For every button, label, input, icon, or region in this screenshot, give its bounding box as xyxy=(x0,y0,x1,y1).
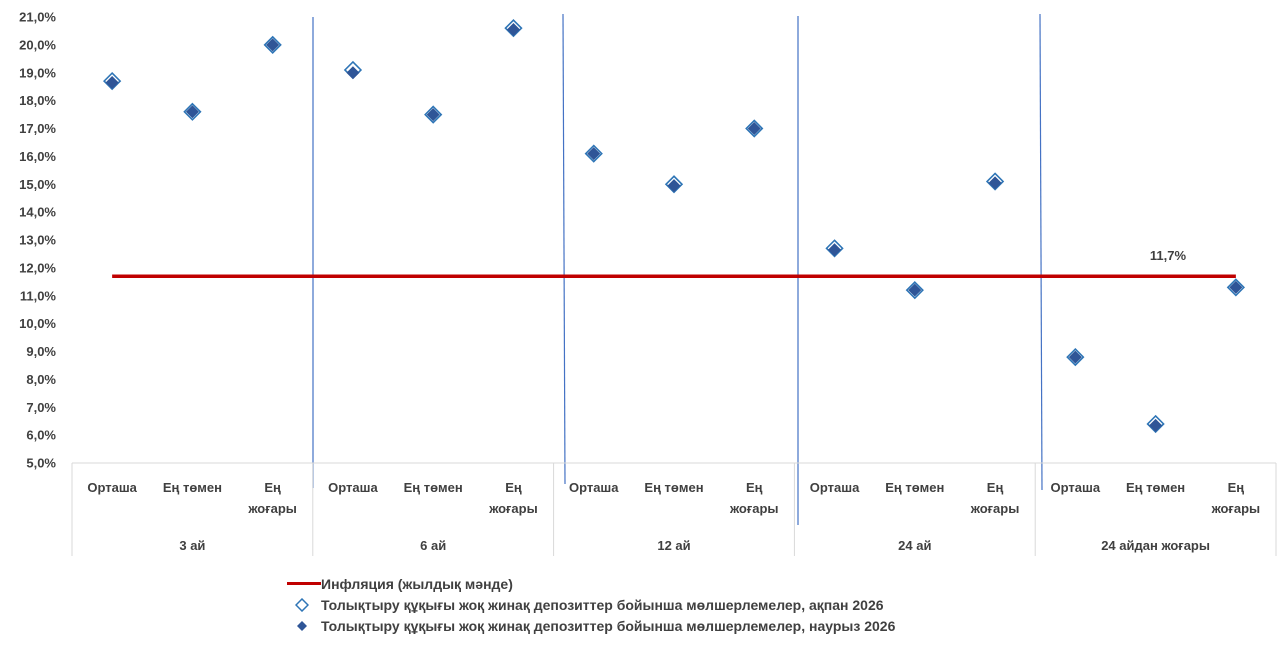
y-tick-label: 5,0% xyxy=(26,456,56,471)
legend-label-mar: Толықтыру құқығы жоқ жинақ депозиттер бо… xyxy=(321,617,896,634)
legend-label-feb: Толықтыру құқығы жоқ жинақ депозиттер бо… xyxy=(321,596,884,613)
category-label: Ең жоғары xyxy=(1211,480,1261,516)
category-label: Ең жоғары xyxy=(970,480,1020,516)
y-axis: 5,0% 6,0% 7,0% 8,0% 9,0% 10,0% 11,0% 12,0% 13,0%… xyxy=(19,10,56,471)
marker-mar-2026 xyxy=(908,283,922,297)
legend-item-feb: Толықтыру құқығы жоқ жинақ депозиттер бо… xyxy=(283,594,895,615)
y-tick-label: 9,0% xyxy=(26,344,56,359)
category-label: Орташа xyxy=(87,480,137,495)
marker-mar-2026 xyxy=(747,122,761,135)
inflation-data-label: 11,7% xyxy=(1150,248,1187,263)
category-label: Орташа xyxy=(328,480,378,495)
group-label: 12 ай xyxy=(657,538,690,553)
diamond-open-icon xyxy=(283,597,321,612)
legend-label-inflation: Инфляция (жылдық мәнде) xyxy=(321,575,513,592)
diamond-filled-icon xyxy=(283,619,321,633)
legend-item-mar: Толықтыру құқығы жоқ жинақ депозиттер бо… xyxy=(283,615,895,636)
marker-mar-2026 xyxy=(105,76,119,90)
group-separator-line xyxy=(1039,13,1043,491)
category-label: Ең жоғары xyxy=(247,480,297,516)
marker-mar-2026 xyxy=(1068,350,1082,364)
y-tick-label: 17,0% xyxy=(19,121,56,136)
group-label: 24 айдан жоғары xyxy=(1101,538,1210,553)
category-label: Ең төмен xyxy=(163,480,222,495)
inflation-line-group: 11,7% xyxy=(112,248,1236,278)
y-tick-label: 18,0% xyxy=(19,93,56,108)
category-label: Ең жоғары xyxy=(729,480,779,516)
category-label: Орташа xyxy=(569,480,619,495)
y-tick-label: 11,0% xyxy=(20,288,57,303)
marker-mar-2026 xyxy=(587,147,601,161)
marker-mar-2026 xyxy=(828,243,842,257)
y-tick-label: 16,0% xyxy=(19,149,56,164)
marker-mar-2026 xyxy=(346,66,360,80)
y-tick-label: 13,0% xyxy=(19,233,56,248)
x-axis: Орташа Ең төмен Ең жоғары 3 ай Орташа Ең төмен… xyxy=(71,462,1277,556)
marker-mar-2026 xyxy=(266,38,280,52)
category-label: Ең төмен xyxy=(404,480,463,495)
y-tick-label: 10,0% xyxy=(19,316,56,331)
group-separators xyxy=(312,13,1043,525)
y-tick-label: 15,0% xyxy=(19,177,56,192)
marker-mar-2026 xyxy=(988,176,1002,190)
y-tick-label: 12,0% xyxy=(19,260,56,275)
marker-mar-2026 xyxy=(1229,280,1243,294)
y-tick-label: 20,0% xyxy=(19,37,56,52)
marker-mar-2026 xyxy=(1149,418,1163,432)
legend: Инфляция (жылдық мәнде) Толықтыру құқығы… xyxy=(283,573,895,636)
group-label: 24 ай xyxy=(898,538,931,553)
group-separator-line xyxy=(562,13,566,485)
category-label: Орташа xyxy=(1051,480,1101,495)
group-label: 6 ай xyxy=(420,538,446,553)
category-label: Орташа xyxy=(810,480,860,495)
category-label: Ең жоғары xyxy=(488,480,538,516)
y-tick-label: 6,0% xyxy=(26,428,56,443)
markers xyxy=(103,19,1245,434)
y-tick-label: 19,0% xyxy=(19,65,56,80)
y-tick-label: 8,0% xyxy=(26,372,56,387)
category-label: Ең төмен xyxy=(644,480,703,495)
y-tick-label: 14,0% xyxy=(19,205,56,220)
category-label: Ең төмен xyxy=(1126,480,1185,495)
group-label: 3 ай xyxy=(179,538,205,553)
legend-line-swatch xyxy=(283,582,321,585)
y-tick-label: 21,0% xyxy=(19,10,56,25)
y-tick-label: 7,0% xyxy=(26,400,56,415)
marker-mar-2026 xyxy=(667,179,681,193)
marker-mar-2026 xyxy=(426,108,440,122)
legend-item-inflation: Инфляция (жылдық мәнде) xyxy=(283,573,895,594)
marker-mar-2026 xyxy=(185,105,199,119)
category-label: Ең төмен xyxy=(885,480,944,495)
marker-mar-2026 xyxy=(506,23,520,37)
